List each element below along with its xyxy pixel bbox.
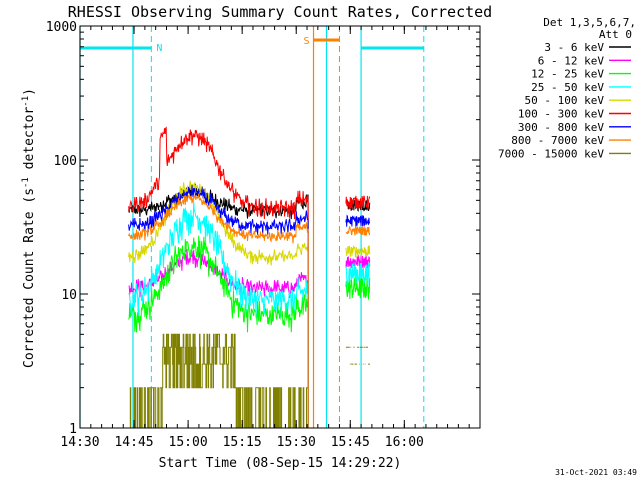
chart-title: RHESSI Observing Summary Count Rates, Co… [68, 3, 492, 21]
x-tick-label-6: 16:00 [385, 435, 424, 450]
x-tick-label-2: 15:00 [169, 435, 208, 450]
x-tick-label-5: 15:45 [331, 435, 370, 450]
series-line-4 [128, 201, 371, 428]
series-line-3 [128, 235, 371, 428]
legend-label-2: 6 - 12 keV [538, 54, 605, 67]
y-label-part2: detector [22, 107, 37, 178]
svg-text:Corrected Count Rate (s-1 dete: Corrected Count Rate (s-1 detector-1) [21, 88, 37, 368]
y-label-part3: ) [22, 88, 37, 96]
x-tick-label-4: 15:30 [277, 435, 316, 450]
legend-header-attenuator: Att 0 [599, 28, 632, 41]
series-line-6 [128, 126, 371, 428]
legend-label-8: 800 - 7000 keV [511, 134, 604, 147]
night-label: N [156, 43, 162, 54]
x-tick-label-1: 14:45 [114, 435, 153, 450]
x-axis-label: Start Time (08-Sep-15 14:29:22) [159, 456, 402, 471]
x-tick-label-3: 15:15 [223, 435, 262, 450]
footer-timestamp: 31-Oct-2021 03:49 [555, 468, 637, 477]
legend-label-6: 100 - 300 keV [518, 108, 604, 121]
y-label-sup2: -1 [21, 96, 31, 107]
legend-label-3: 12 - 25 keV [531, 68, 604, 81]
series-line-7 [128, 184, 371, 428]
legend-label-4: 25 - 50 keV [531, 81, 604, 94]
y-label-sup1: -1 [21, 177, 31, 188]
y-tick-label-0: 1 [69, 422, 77, 437]
series-line-9 [127, 333, 370, 429]
legend-label-7: 300 - 800 keV [518, 121, 604, 134]
x-tick-label-0: 14:30 [60, 435, 99, 450]
legend-label-5: 50 - 100 keV [525, 94, 605, 107]
plot-area: N S 1 10 100 1000 14:30 14:45 15:00 15:15 15:30 15:… [46, 20, 481, 450]
y-tick-label-1: 10 [61, 288, 77, 303]
saa-label: S [304, 36, 310, 47]
series-line-8 [128, 193, 371, 428]
legend-label-9: 7000 - 15000 keV [498, 147, 604, 160]
legend-header-detectors: Det 1,3,5,6,7, [543, 16, 636, 29]
y-tick-label-3: 1000 [46, 20, 77, 35]
legend-label-1: 3 - 6 keV [544, 41, 604, 54]
y-label-part1: Corrected Count Rate (s [22, 188, 37, 368]
y-tick-label-2: 100 [54, 154, 77, 169]
y-axis-label: Corrected Count Rate (s-1 detector-1) [21, 88, 37, 368]
plot-frame [79, 25, 481, 429]
series-line-5 [128, 180, 371, 428]
